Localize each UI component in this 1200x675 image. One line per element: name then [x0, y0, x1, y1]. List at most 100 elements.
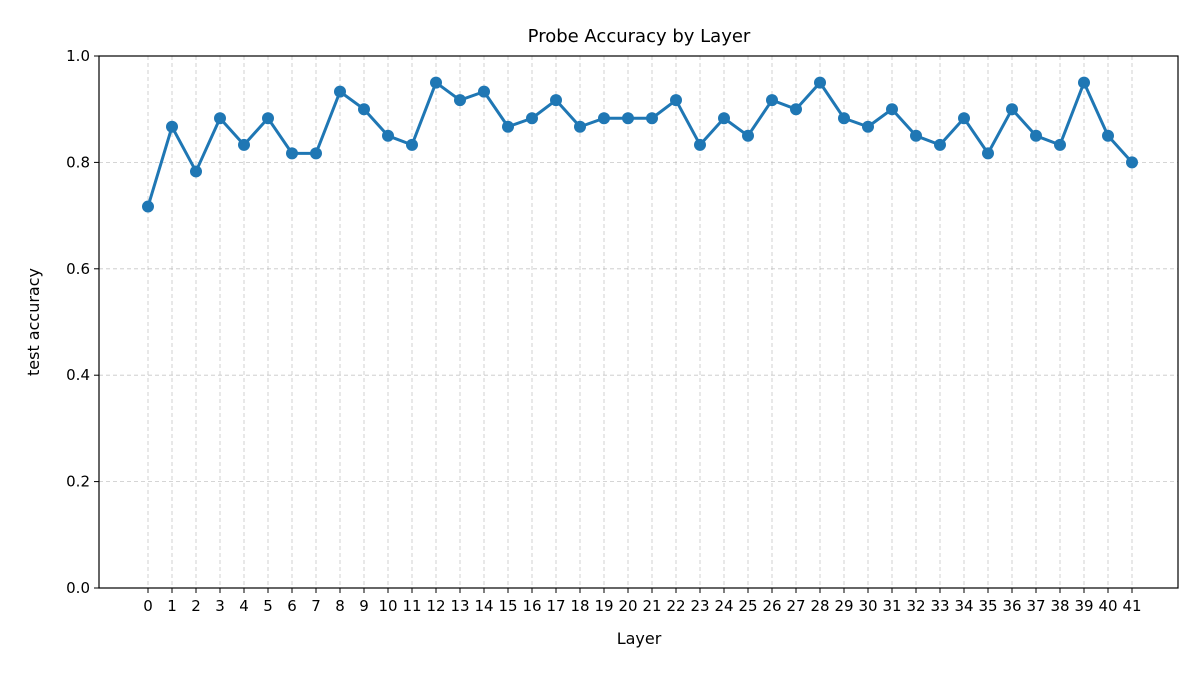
- x-tick-label: 13: [450, 597, 469, 615]
- y-tick-label: 1.0: [66, 47, 90, 65]
- x-tick-label: 21: [642, 597, 661, 615]
- x-tick-label: 16: [522, 597, 541, 615]
- x-tick-label: 41: [1122, 597, 1141, 615]
- x-tick-label: 30: [858, 597, 877, 615]
- x-tick-label: 39: [1074, 597, 1093, 615]
- data-point: [982, 147, 994, 160]
- data-point: [334, 85, 346, 98]
- data-point: [214, 112, 226, 125]
- x-tick-label: 27: [786, 597, 805, 615]
- x-tick-label: 6: [287, 597, 297, 615]
- x-tick-label: 33: [930, 597, 949, 615]
- x-tick-label: 38: [1050, 597, 1069, 615]
- x-tick-label: 19: [594, 597, 613, 615]
- x-axis: 0 1 2 3 4 5 6 7 8 9 10 11 12 13 14 15 16 17 18 19 20 21 22 23 24…: [143, 588, 1142, 615]
- data-point: [550, 94, 562, 107]
- x-tick-label: 2: [191, 597, 201, 615]
- grid-lines: [99, 56, 1178, 588]
- x-tick-label: 35: [978, 597, 997, 615]
- data-point: [574, 120, 586, 133]
- data-point: [190, 165, 202, 178]
- data-point: [382, 129, 394, 142]
- data-point: [814, 76, 826, 89]
- y-tick-label: 0.4: [66, 366, 90, 384]
- data-point: [646, 112, 658, 125]
- data-point: [1102, 129, 1114, 142]
- data-point: [1126, 156, 1138, 169]
- data-point: [430, 76, 442, 89]
- x-axis-label: Layer: [617, 629, 662, 648]
- x-tick-label: 14: [474, 597, 493, 615]
- data-point: [1078, 76, 1090, 89]
- x-tick-label: 22: [666, 597, 685, 615]
- x-tick-label: 11: [402, 597, 421, 615]
- data-point: [502, 120, 514, 133]
- data-point: [622, 112, 634, 125]
- x-tick-label: 26: [762, 597, 781, 615]
- data-point: [838, 112, 850, 125]
- y-axis: 0.0 0.2 0.4 0.6 0.8 1.0: [66, 47, 99, 597]
- x-tick-label: 32: [906, 597, 925, 615]
- series-line: [146, 81, 1134, 207]
- plot-frame: [98, 55, 1179, 589]
- y-tick-label: 0.8: [66, 153, 90, 171]
- data-point: [766, 94, 778, 107]
- data-point: [238, 138, 250, 151]
- x-tick-label: 23: [690, 597, 709, 615]
- data-point: [478, 85, 490, 98]
- data-point: [1030, 129, 1042, 142]
- x-tick-label: 10: [378, 597, 397, 615]
- y-tick-label: 0.0: [66, 579, 90, 597]
- x-tick-label: 28: [810, 597, 829, 615]
- data-point: [166, 120, 178, 133]
- data-point: [286, 147, 298, 160]
- data-point: [934, 138, 946, 151]
- data-point: [886, 103, 898, 116]
- data-point: [958, 112, 970, 125]
- y-tick-label: 0.2: [66, 473, 90, 491]
- data-point: [406, 138, 418, 151]
- chart-title: Probe Accuracy by Layer: [528, 26, 751, 47]
- data-point: [910, 129, 922, 142]
- x-tick-label: 7: [311, 597, 321, 615]
- series-layer: [142, 76, 1138, 213]
- x-tick-label: 34: [954, 597, 973, 615]
- x-tick-label: 12: [426, 597, 445, 615]
- x-tick-label: 3: [215, 597, 225, 615]
- y-tick-label: 0.6: [66, 260, 90, 278]
- data-point: [358, 103, 370, 116]
- x-tick-label: 31: [882, 597, 901, 615]
- x-tick-label: 1: [167, 597, 177, 615]
- y-axis-label: test accuracy: [24, 268, 43, 376]
- x-tick-label: 4: [239, 597, 249, 615]
- x-tick-label: 5: [263, 597, 273, 615]
- data-point: [1054, 138, 1066, 151]
- x-tick-label: 24: [714, 597, 733, 615]
- x-tick-label: 18: [570, 597, 589, 615]
- data-point: [454, 94, 466, 107]
- data-point: [694, 138, 706, 151]
- data-point: [718, 112, 730, 125]
- x-tick-label: 17: [546, 597, 565, 615]
- x-tick-label: 25: [738, 597, 757, 615]
- x-tick-label: 36: [1002, 597, 1021, 615]
- data-point: [310, 147, 322, 160]
- x-tick-label: 15: [498, 597, 517, 615]
- x-tick-label: 9: [359, 597, 369, 615]
- data-point: [142, 200, 154, 213]
- x-tick-label: 37: [1026, 597, 1045, 615]
- data-point: [526, 112, 538, 125]
- x-tick-label: 20: [618, 597, 637, 615]
- data-point: [742, 129, 754, 142]
- data-point: [790, 103, 802, 116]
- x-tick-label: 40: [1098, 597, 1117, 615]
- data-point: [862, 120, 874, 133]
- data-point: [1006, 103, 1018, 116]
- data-point: [262, 112, 274, 125]
- x-tick-label: 0: [143, 597, 153, 615]
- data-point: [598, 112, 610, 125]
- x-tick-label: 29: [834, 597, 853, 615]
- data-point: [670, 94, 682, 107]
- x-tick-label: 8: [335, 597, 345, 615]
